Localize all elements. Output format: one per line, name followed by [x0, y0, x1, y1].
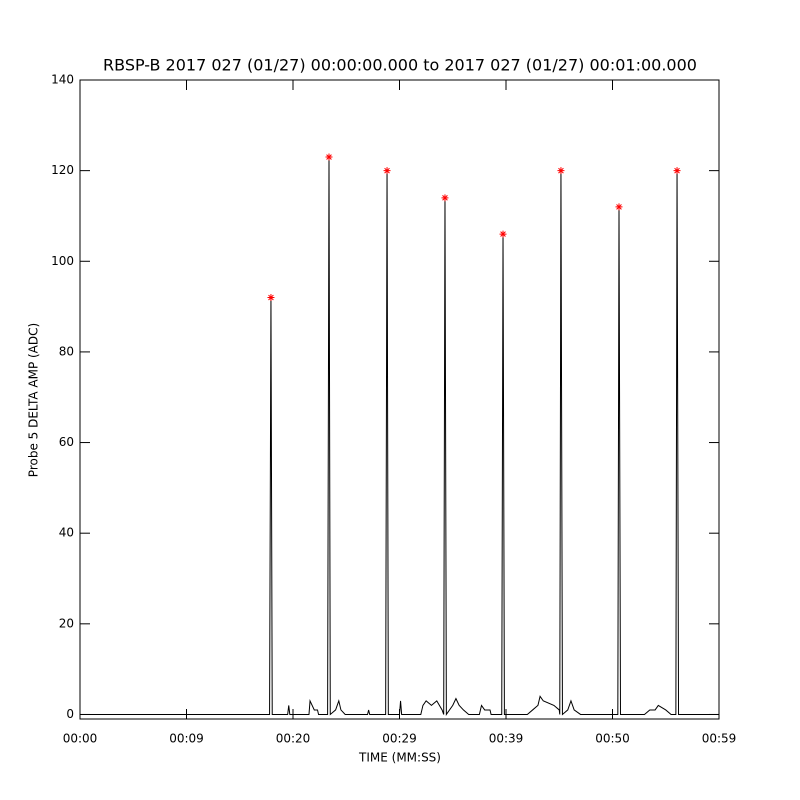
x-tick-label: 00:59 — [702, 732, 737, 746]
y-tick-label: 40 — [59, 526, 74, 540]
x-tick-label: 00:39 — [489, 732, 524, 746]
y-tick-label: 20 — [59, 616, 74, 630]
y-tick-label: 140 — [51, 73, 74, 87]
peak-marker — [615, 203, 623, 211]
peak-marker — [499, 230, 507, 238]
data-line — [80, 157, 719, 717]
y-tick-label: 100 — [51, 254, 74, 268]
chart-title: RBSP-B 2017 027 (01/27) 00:00:00.000 to … — [103, 56, 697, 75]
y-tick-label: 120 — [51, 163, 74, 177]
peak-marker — [267, 294, 275, 302]
peak-marker — [673, 167, 681, 175]
x-axis-label: TIME (MM:SS) — [358, 751, 441, 765]
y-tick-label: 60 — [59, 435, 74, 449]
x-tick-label: 00:50 — [595, 732, 630, 746]
y-axis-label: Probe 5 DELTA AMP (ADC) — [27, 323, 41, 477]
x-tick-label: 00:09 — [169, 732, 204, 746]
y-tick-label: 80 — [59, 344, 74, 358]
peak-marker — [383, 167, 391, 175]
peak-marker — [325, 153, 333, 161]
x-tick-label: 00:29 — [382, 732, 417, 746]
y-tick-label: 0 — [66, 707, 74, 721]
peak-marker — [441, 194, 449, 202]
x-tick-label: 00:20 — [276, 732, 311, 746]
x-tick-label: 00:00 — [63, 732, 98, 746]
peak-marker — [557, 167, 565, 175]
plot-frame — [79, 79, 720, 720]
